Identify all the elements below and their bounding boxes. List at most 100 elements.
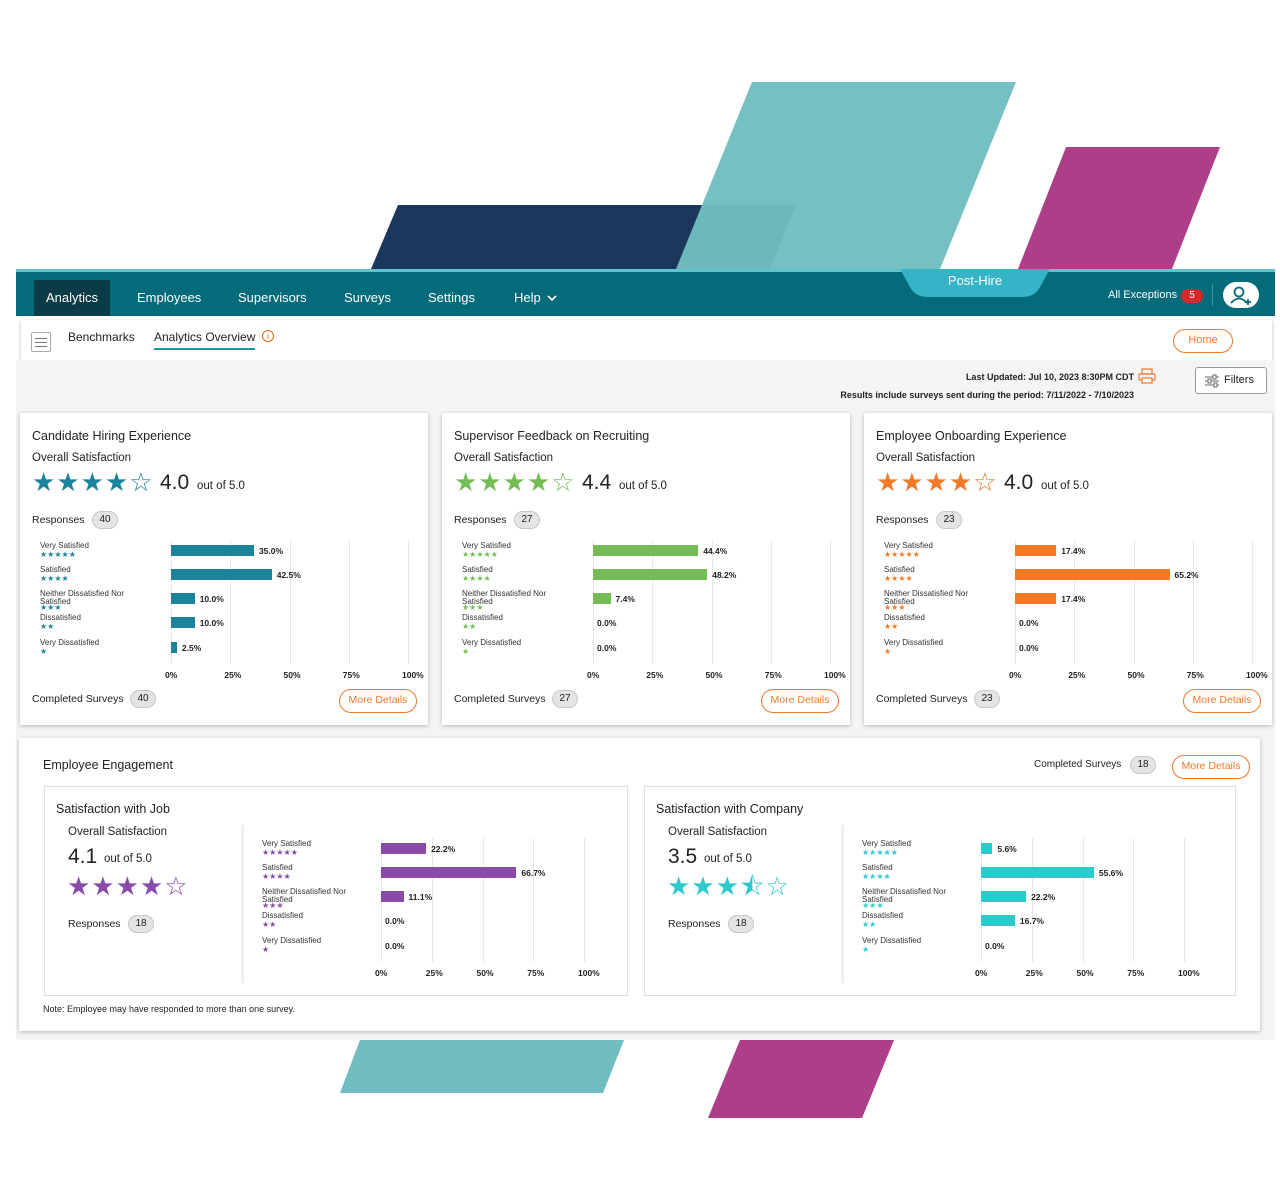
category-label: Very Satisfied xyxy=(862,839,911,848)
more-details-button[interactable]: More Details xyxy=(339,689,417,713)
all-exceptions-link[interactable]: All Exceptions xyxy=(1108,289,1178,301)
category-stars-icon: ★★★★★ xyxy=(262,848,298,857)
x-tick-label: 100% xyxy=(402,670,424,680)
gridline xyxy=(348,540,350,664)
magenta-parallelogram xyxy=(1018,147,1220,269)
responses-label: Responses xyxy=(454,514,507,526)
gridline xyxy=(431,838,433,962)
bar xyxy=(1015,593,1057,604)
sliders-icon xyxy=(1205,374,1219,388)
responses-label: Responses xyxy=(668,918,721,930)
x-tick-label: 100% xyxy=(578,968,600,978)
category-label: Very Dissatisfied xyxy=(462,638,522,647)
more-details-button[interactable]: More Details xyxy=(1183,689,1261,713)
bar-value-label: 0.0% xyxy=(385,941,405,951)
bar xyxy=(981,843,993,854)
bar xyxy=(981,891,1027,902)
completed-count: 23 xyxy=(974,690,1000,708)
category-stars-icon: ★ xyxy=(462,647,470,656)
category-label: Very Dissatisfied xyxy=(40,638,100,647)
nav-help-label: Help xyxy=(514,290,541,305)
card-title: Supervisor Feedback on Recruiting xyxy=(454,429,650,443)
completed-surveys-label: Completed Surveys xyxy=(454,693,546,705)
nav-divider xyxy=(1212,284,1213,306)
gridline xyxy=(1252,540,1253,664)
tab-analytics-overview[interactable]: Analytics Overview xyxy=(154,330,256,350)
category-stars-icon: ★★★★ xyxy=(462,574,491,583)
category-stars-icon: ★★★ xyxy=(262,901,284,910)
gridline xyxy=(289,540,291,664)
category-stars-icon: ★★★★ xyxy=(884,574,913,583)
bar xyxy=(381,867,517,878)
x-tick-label: 25% xyxy=(224,670,242,680)
bar xyxy=(171,617,195,628)
x-tick-label: 75% xyxy=(527,968,545,978)
nav-settings[interactable]: Settings xyxy=(428,290,475,305)
category-stars-icon: ★★ xyxy=(862,920,877,929)
gridline xyxy=(652,540,654,664)
engagement-more-details-button[interactable]: More Details xyxy=(1172,755,1250,779)
bar-value-label: 65.2% xyxy=(1174,570,1199,580)
chart-panel-divider xyxy=(241,825,244,983)
category-label: Neither Dissatisfied Nor Satisfied xyxy=(40,589,125,606)
overall-satisfaction-label: Overall Satisfaction xyxy=(876,452,976,464)
tab-benchmarks[interactable]: Benchmarks xyxy=(68,330,135,344)
gridline xyxy=(1184,838,1185,962)
more-details-button[interactable]: More Details xyxy=(761,689,839,713)
bar xyxy=(171,569,272,580)
rating-score: 4.0 xyxy=(1004,471,1034,494)
gridline xyxy=(770,540,772,664)
category-label: Very Dissatisfied xyxy=(884,638,944,647)
user-button[interactable] xyxy=(1223,282,1259,308)
bar-value-label: 2.5% xyxy=(181,643,202,653)
bar-value-label: 0.0% xyxy=(597,643,617,653)
section-title: Satisfaction with Job xyxy=(56,802,170,816)
category-stars-icon: ★ xyxy=(40,647,48,656)
category-label: Satisfied xyxy=(462,565,493,574)
gridline xyxy=(1192,540,1194,664)
nav-analytics[interactable]: Analytics xyxy=(34,280,111,316)
filters-button[interactable]: Filters xyxy=(1195,367,1267,394)
chevron-down-icon xyxy=(547,295,557,302)
nav-surveys[interactable]: Surveys xyxy=(344,290,391,305)
responses-count: 18 xyxy=(128,915,154,933)
nav-supervisors[interactable]: Supervisors xyxy=(238,290,307,305)
bar-value-label: 7.4% xyxy=(615,594,635,604)
post-hire-context-tab[interactable]: Post-Hire xyxy=(900,269,1050,299)
x-tick-label: 25% xyxy=(425,968,443,978)
category-label: Dissatisfied xyxy=(884,613,925,622)
out-of-label: out of 5.0 xyxy=(104,853,152,865)
footnote: Note: Employee may have responded to mor… xyxy=(43,1004,295,1014)
bar-value-label: 10.0% xyxy=(199,618,224,628)
rating-score: 4.0 xyxy=(160,471,190,494)
card-title: Candidate Hiring Experience xyxy=(32,429,192,443)
bar xyxy=(981,915,1015,926)
x-tick-label: 50% xyxy=(705,670,723,680)
category-label: Satisfied xyxy=(262,863,293,872)
print-icon[interactable] xyxy=(1138,368,1156,384)
overall-satisfaction-label: Overall Satisfaction xyxy=(68,826,168,838)
satisfaction-with-company-panel: Satisfaction with Company Overall Satisfa… xyxy=(644,786,1236,996)
category-label: Neither Dissatisfied Nor Satisfied xyxy=(884,589,969,606)
bar-value-label: 66.7% xyxy=(521,868,546,878)
home-button[interactable]: Home xyxy=(1173,329,1233,353)
x-tick-label: 100% xyxy=(1178,968,1200,978)
nav-help[interactable]: Help xyxy=(502,282,569,314)
x-tick-label: 0% xyxy=(1009,670,1022,680)
x-tick-label: 0% xyxy=(975,968,988,978)
completed-surveys-label: Completed Surveys xyxy=(32,693,124,705)
period-text: Results include surveys sent during the … xyxy=(840,390,1134,400)
filters-label: Filters xyxy=(1224,374,1254,386)
category-label: Satisfied xyxy=(884,565,915,574)
nav-employees[interactable]: Employees xyxy=(137,290,202,305)
category-label: Neither Dissatisfied Nor Satisfied xyxy=(262,887,347,904)
info-icon[interactable]: i xyxy=(262,330,274,342)
hamburger-menu-icon[interactable] xyxy=(31,332,51,352)
completed-count: 27 xyxy=(552,690,578,708)
teal-bottom-parallelogram xyxy=(340,1040,624,1093)
x-tick-label: 50% xyxy=(283,670,301,680)
x-tick-label: 0% xyxy=(375,968,388,978)
out-of-label: out of 5.0 xyxy=(704,853,752,865)
category-stars-icon: ★★★★★ xyxy=(40,550,76,559)
out-of-label: out of 5.0 xyxy=(1041,480,1089,492)
